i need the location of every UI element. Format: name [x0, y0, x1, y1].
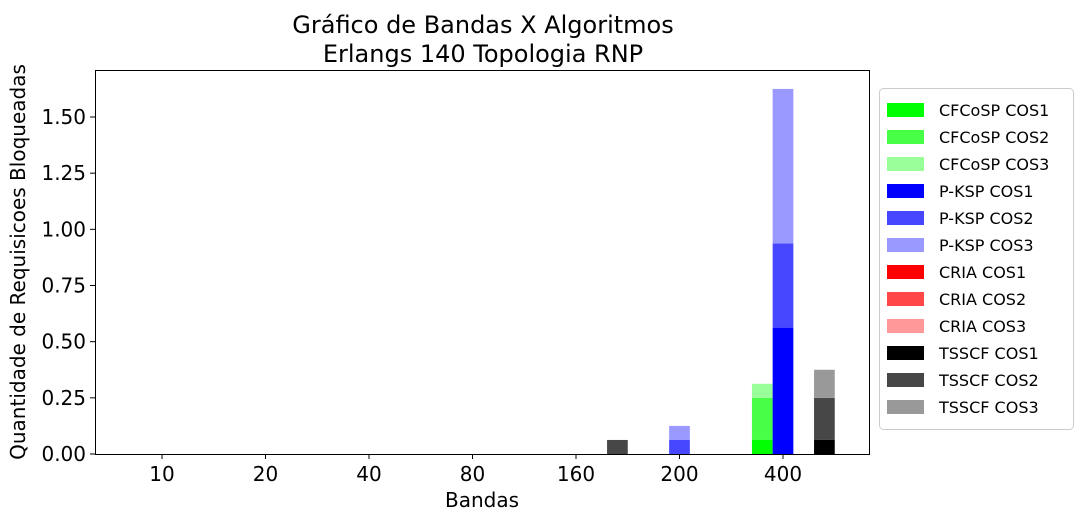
legend-swatch [887, 157, 924, 171]
chart-title: Gráfico de Bandas X Algoritmos [292, 11, 673, 39]
y-tick-label: 1.50 [41, 105, 86, 129]
y-axis-label: Quantidade de Requisicoes Bloqueadas [6, 64, 30, 460]
legend-swatch [887, 400, 924, 414]
bar-p-ksp-cos3-400 [772, 88, 794, 244]
x-axis-label: Bandas [445, 488, 519, 512]
x-tick-label: 400 [764, 462, 802, 486]
y-tick-label: 0.00 [41, 442, 86, 466]
legend: CFCoSP COS1 CFCoSP COS2 CFCoSP COS3 P-KSP C… [879, 88, 1074, 430]
y-tick-label: 0.50 [41, 330, 86, 354]
legend-label: CFCoSP COS3 [939, 155, 1049, 174]
x-tick-label: 160 [557, 462, 595, 486]
legend-label: TSSCF COS3 [938, 398, 1039, 417]
y-tick-label: 1.25 [41, 161, 86, 185]
legend-label: P-KSP COS2 [939, 209, 1034, 228]
legend-label: CFCoSP COS2 [939, 128, 1049, 147]
bar-p-ksp-cos3-200 [669, 425, 690, 440]
legend-swatch [887, 265, 924, 279]
bar-p-ksp-cos2-400 [772, 243, 794, 328]
bar-tsscf-cos1-400 [814, 439, 835, 454]
legend-label: P-KSP COS3 [939, 236, 1034, 255]
bar-cfcosp-cos2-400 [751, 397, 773, 440]
x-tick-label: 80 [460, 462, 485, 486]
x-axis: 10 20 40 80 160 200 400 [149, 454, 802, 486]
bar-p-ksp-cos1-400 [772, 327, 794, 455]
y-axis: 0.00 0.25 0.50 0.75 1.00 1.25 1.50 [41, 105, 95, 466]
legend-label: CRIA COS2 [939, 290, 1026, 309]
bar-cfcosp-cos1-400 [751, 439, 773, 454]
bar-tsscf-cos2-160 [607, 439, 628, 454]
chart-subtitle: Erlangs 140 Topologia RNP [323, 40, 643, 68]
legend-swatch [887, 346, 924, 360]
bar-tsscf-cos3-400 [814, 369, 835, 398]
y-tick-label: 1.00 [41, 217, 86, 241]
legend-label: CRIA COS3 [939, 317, 1026, 336]
legend-label: TSSCF COS2 [938, 371, 1039, 390]
y-tick-label: 0.75 [41, 274, 86, 298]
x-tick-label: 20 [253, 462, 278, 486]
bar-p-ksp-cos2-200 [669, 439, 690, 454]
legend-swatch [887, 292, 924, 306]
x-tick-label: 200 [660, 462, 698, 486]
x-tick-label: 40 [356, 462, 381, 486]
legend-frame [879, 88, 1074, 430]
legend-label: P-KSP COS1 [939, 182, 1034, 201]
x-tick-label: 10 [149, 462, 174, 486]
legend-swatch [887, 238, 924, 252]
legend-swatch [887, 103, 924, 117]
legend-label: CFCoSP COS1 [939, 101, 1049, 120]
bar-cfcosp-cos3-400 [751, 383, 773, 398]
bars-group [607, 88, 835, 455]
bar-tsscf-cos2-400 [814, 397, 835, 440]
legend-swatch [887, 130, 924, 144]
y-tick-label: 0.25 [41, 386, 86, 410]
legend-swatch [887, 211, 924, 225]
legend-label: CRIA COS1 [939, 263, 1026, 282]
legend-swatch [887, 373, 924, 387]
legend-label: TSSCF COS1 [938, 344, 1039, 363]
plot-frame [95, 70, 870, 455]
legend-swatch [887, 184, 924, 198]
legend-swatch [887, 319, 924, 333]
